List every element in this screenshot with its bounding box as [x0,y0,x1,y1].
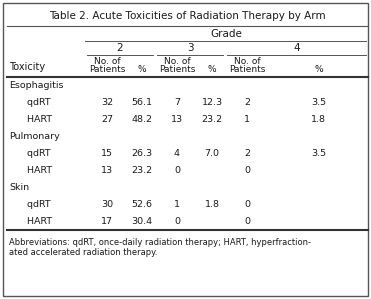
Bar [7,196,368,213]
Text: HART: HART [21,166,52,175]
Text: 4: 4 [293,43,300,53]
Bar [7,94,368,111]
Text: 2: 2 [117,43,123,53]
Text: ated accelerated radiation therapy.: ated accelerated radiation therapy. [9,248,158,257]
Text: 52.6: 52.6 [131,200,152,209]
Text: 0: 0 [244,217,250,226]
Text: 2: 2 [244,98,250,107]
Text: 13: 13 [171,115,183,124]
Text: Grade: Grade [211,29,242,39]
Text: 0: 0 [244,200,250,209]
Text: Table 2. Acute Toxicities of Radiation Therapy by Arm: Table 2. Acute Toxicities of Radiation T… [49,11,326,21]
Bar [7,111,368,128]
Bar [7,162,368,179]
Text: No. of: No. of [234,57,260,66]
Text: 7.0: 7.0 [204,149,220,158]
Text: 30.4: 30.4 [131,217,152,226]
Text: 17: 17 [101,217,113,226]
Text: 48.2: 48.2 [131,115,152,124]
Text: 0: 0 [174,217,180,226]
Text: 1: 1 [244,115,250,124]
Text: Pulmonary: Pulmonary [9,132,60,141]
Text: Table 2. Acute Toxicities of Radiation Therapy by Arm: Table 2. Acute Toxicities of Radiation T… [49,11,326,21]
Text: %: % [208,65,216,74]
Bar [7,213,368,230]
Text: qdRT: qdRT [21,200,50,209]
Text: Toxicity: Toxicity [9,62,45,72]
Text: Esophagitis: Esophagitis [9,81,63,90]
Text: No. of: No. of [164,57,190,66]
Text: 1.8: 1.8 [204,200,220,209]
Text: 4: 4 [174,149,180,158]
Text: 56.1: 56.1 [131,98,152,107]
Bar [7,145,368,162]
Bar [7,77,368,94]
Text: 0: 0 [174,166,180,175]
Text: %: % [314,65,323,74]
Text: 7: 7 [174,98,180,107]
Text: 32: 32 [101,98,113,107]
Text: HART: HART [21,217,52,226]
Text: 0: 0 [244,166,250,175]
Text: 2: 2 [244,149,250,158]
Text: 15: 15 [101,149,113,158]
Text: Table 2.: Table 2. [0,298,1,299]
Text: qdRT: qdRT [21,98,50,107]
Text: %: % [138,65,146,74]
Text: 27: 27 [101,115,113,124]
Text: Patients: Patients [229,65,265,74]
Text: HART: HART [21,115,52,124]
Text: Patients: Patients [89,65,125,74]
Text: Acute Toxicities of Radiation Therapy by Arm: Acute Toxicities of Radiation Therapy by… [0,298,1,299]
Text: 13: 13 [101,166,113,175]
Text: qdRT: qdRT [21,149,50,158]
Text: No. of: No. of [94,57,120,66]
Text: 3.5: 3.5 [311,98,326,107]
Text: Patients: Patients [159,65,195,74]
Text: Skin: Skin [9,183,29,192]
Text: Abbreviations: qdRT, once-daily radiation therapy; HART, hyperfraction-: Abbreviations: qdRT, once-daily radiatio… [9,238,311,247]
Text: 12.3: 12.3 [201,98,223,107]
Text: 3.5: 3.5 [311,149,326,158]
Bar [7,128,368,145]
Bar [7,179,368,196]
Text: 3: 3 [187,43,193,53]
Text: 26.3: 26.3 [131,149,152,158]
Text: 23.2: 23.2 [131,166,152,175]
Text: 1: 1 [174,200,180,209]
Text: 1.8: 1.8 [311,115,326,124]
Text: 30: 30 [101,200,113,209]
Text: 23.2: 23.2 [201,115,223,124]
